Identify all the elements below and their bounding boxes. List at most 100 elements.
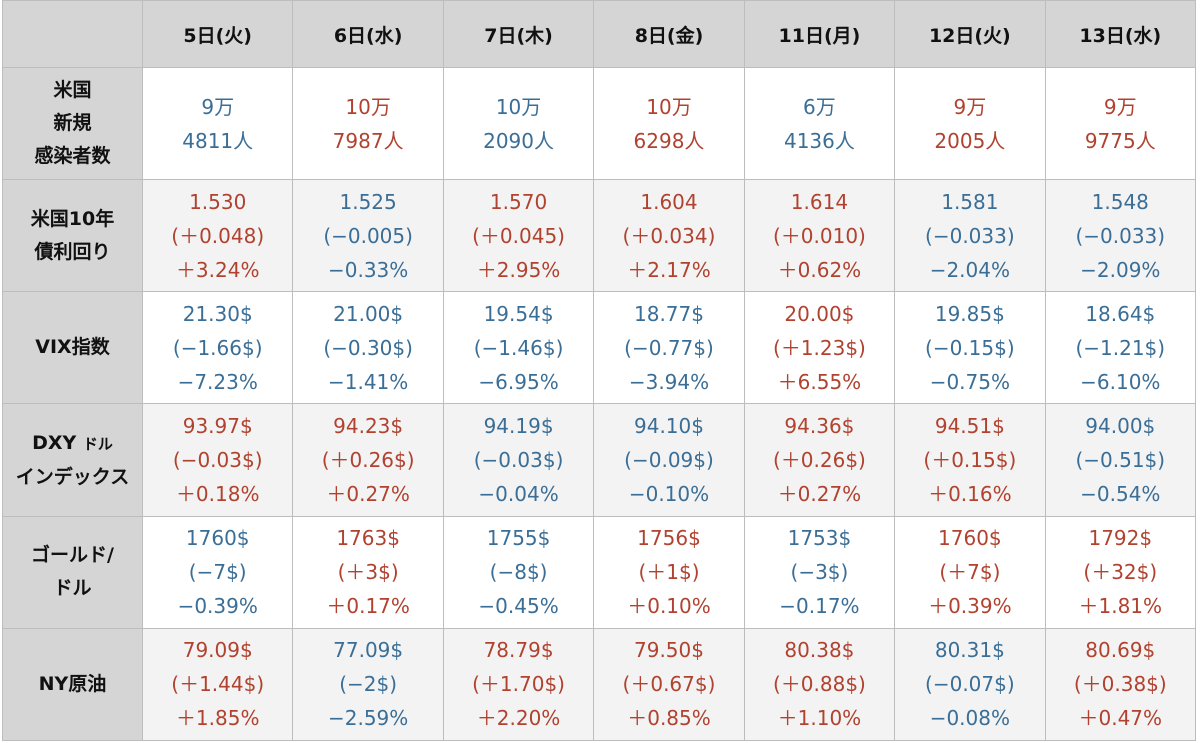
data-cell-line: 94.51$: [934, 414, 1005, 439]
data-cell: 18.77$ (−0.77$) −3.94%: [594, 292, 745, 405]
data-cell-line: ＋1.10%: [777, 706, 862, 731]
data-cell: 1.548 (−0.033) −2.09%: [1045, 180, 1196, 293]
data-cell: 80.38$ (＋0.88$) ＋1.10%: [744, 628, 896, 741]
data-cell-line: (−0.03$): [172, 448, 263, 473]
row-label-line: ゴールド/: [31, 539, 114, 572]
data-cell-line: 21.30$: [182, 301, 253, 326]
data-cell: 9万 9775人: [1045, 68, 1196, 181]
data-cell-line: (＋0.88$): [772, 672, 866, 697]
data-cell: 94.36$ (＋0.26$) ＋0.27%: [744, 404, 896, 517]
data-cell-line: 10万: [345, 94, 391, 119]
data-cell: 18.64$ (−1.21$) −6.10%: [1045, 292, 1196, 405]
data-cell: 94.51$ (＋0.15$) ＋0.16%: [895, 404, 1046, 517]
data-cell-line: 1.604: [640, 189, 698, 214]
data-cell-line: 9万: [1103, 94, 1137, 119]
data-cell: 1.581 (−0.033) −2.04%: [895, 180, 1046, 293]
data-cell: 10万 2090人: [443, 68, 595, 181]
data-cell-line: 79.09$: [182, 638, 253, 663]
data-cell-line: (−1.66$): [172, 335, 263, 360]
data-cell-line: 2090人: [483, 128, 555, 153]
data-cell-line: ＋0.10%: [627, 594, 711, 619]
data-cell-line: 93.97$: [182, 414, 253, 439]
data-cell-line: (−0.03$): [473, 448, 564, 473]
data-cell-line: (＋1.44$): [171, 672, 265, 697]
data-cell-line: ＋0.27%: [326, 482, 410, 507]
data-cell-line: 9775人: [1084, 128, 1156, 153]
data-cell-line: −3.94%: [628, 369, 710, 394]
data-cell-line: ＋6.55%: [777, 369, 862, 394]
data-cell-line: 78.79$: [483, 638, 554, 663]
data-cell-line: 1763$: [336, 526, 400, 551]
data-cell-line: 79.50$: [634, 638, 704, 663]
data-cell-line: −0.17%: [779, 594, 860, 619]
data-cell-line: 94.00$: [1085, 414, 1156, 439]
data-cell: 79.50$ (＋0.67$) ＋0.85%: [594, 628, 745, 741]
data-cell-line: (＋0.048): [171, 223, 265, 248]
data-cell: 9万 4811人: [143, 68, 294, 181]
data-cell: 21.30$ (−1.66$) −7.23%: [143, 292, 294, 405]
data-cell-line: (＋1$): [638, 560, 700, 585]
data-cell-line: ＋2.95%: [476, 257, 561, 282]
data-cell-line: 6298人: [633, 128, 705, 153]
data-cell-line: 1760$: [938, 526, 1002, 551]
data-cell-line: (＋1.23$): [772, 335, 866, 360]
data-cell-line: 10万: [646, 94, 692, 119]
row-label-line: 米国: [53, 74, 91, 107]
data-cell: 80.31$ (−0.07$) −0.08%: [895, 628, 1046, 741]
data-cell-line: 94.19$: [483, 414, 554, 439]
data-cell-line: 19.85$: [934, 301, 1005, 326]
data-cell-line: ＋2.17%: [627, 257, 711, 282]
data-cell-line: 1.570: [489, 189, 548, 214]
data-cell: 1756$ (＋1$) ＋0.10%: [594, 516, 745, 629]
table-corner-cell: [3, 1, 143, 68]
data-cell-line: (−1.21$): [1075, 335, 1166, 360]
row-label-line: 米国10年: [31, 203, 114, 236]
data-cell-line: ＋0.17%: [326, 594, 410, 619]
data-cell-line: (＋0.010): [772, 223, 866, 248]
data-cell-line: (＋0.26$): [772, 448, 866, 473]
data-cell: 80.69$ (＋0.38$) ＋0.47%: [1045, 628, 1196, 741]
data-cell: 1.525 (−0.005) −0.33%: [293, 180, 444, 293]
data-cell-line: (＋0.38$): [1073, 672, 1167, 697]
row-label-line: ドル: [53, 572, 91, 605]
data-cell: 1755$ (−8$) −0.45%: [443, 516, 595, 629]
row-label-line: インデックス: [16, 461, 129, 494]
data-cell: 10万 6298人: [594, 68, 745, 181]
column-header-date: 6日(水): [293, 1, 444, 68]
row-header-label: NY原油: [3, 628, 143, 741]
data-cell-line: ＋1.85%: [175, 706, 260, 731]
data-cell-line: ＋3.24%: [175, 257, 260, 282]
data-cell-line: −0.08%: [929, 706, 1010, 731]
data-cell: 1760$ (＋7$) ＋0.39%: [895, 516, 1046, 629]
data-cell-line: (−2$): [339, 672, 398, 697]
column-header-date: 7日(木): [443, 1, 595, 68]
row-label-line: 感染者数: [34, 140, 110, 173]
row-label-text: 新規: [53, 112, 92, 135]
data-cell-line: 1.581: [941, 189, 999, 214]
data-cell-line: 1753$: [787, 526, 852, 551]
row-label-line: DXY ドル: [32, 427, 113, 461]
data-cell: 94.19$ (−0.03$) −0.04%: [443, 404, 595, 517]
data-cell: 1792$ (＋32$) ＋1.81%: [1045, 516, 1196, 629]
data-cell-line: (＋0.045): [472, 223, 565, 248]
data-cell-line: (−0.77$): [624, 335, 714, 360]
column-header-date: 5日(火): [143, 1, 294, 68]
data-cell: 1.530 (＋0.048) ＋3.24%: [143, 180, 294, 293]
data-cell-line: 94.10$: [634, 414, 704, 439]
data-cell-line: −2.04%: [929, 257, 1010, 282]
data-cell-line: 18.77$: [634, 301, 704, 326]
data-cell: 79.09$ (＋1.44$) ＋1.85%: [143, 628, 294, 741]
data-cell-line: (−8$): [489, 560, 548, 585]
data-cell-line: (＋3$): [337, 560, 399, 585]
data-cell-line: (−1.46$): [473, 335, 564, 360]
data-cell-line: 1.548: [1091, 189, 1149, 214]
data-cell: 94.00$ (−0.51$) −0.54%: [1045, 404, 1196, 517]
data-cell-line: 9万: [953, 94, 987, 119]
row-label-line: NY原油: [39, 668, 107, 701]
data-cell: 1760$ (−7$) −0.39%: [143, 516, 294, 629]
row-label-line: 新規: [53, 107, 91, 140]
row-header-label: 米国10年 債利回り: [3, 180, 143, 293]
data-cell-line: 94.23$: [333, 414, 404, 439]
data-cell-line: ＋2.20%: [476, 706, 561, 731]
